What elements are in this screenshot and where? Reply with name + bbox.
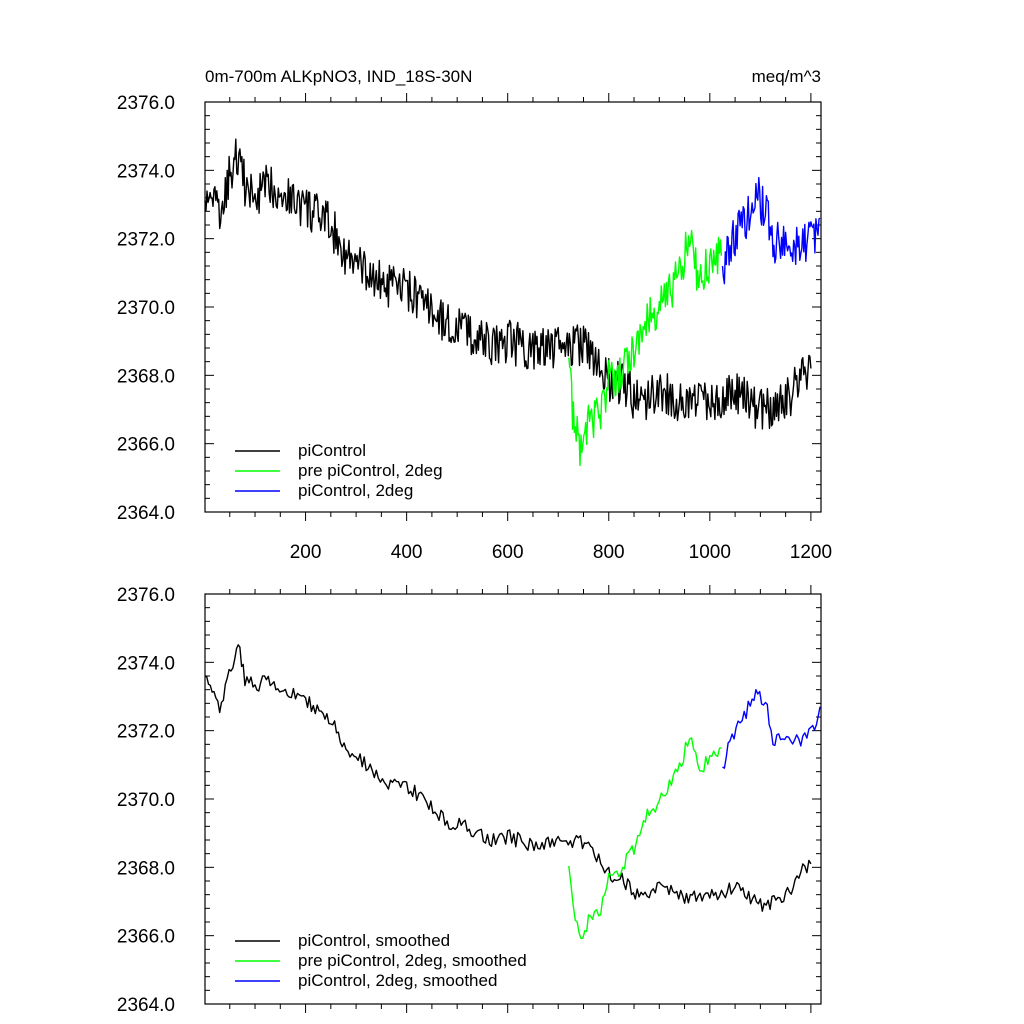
y-tick-label: 2366.0 [117,927,175,948]
axis-ticks [205,93,821,521]
x-tick-label: 1200 [790,542,832,563]
legend-label: pre piControl, 2deg, smoothed [298,951,527,970]
series-line [204,138,812,430]
x-tick-label: 600 [492,542,524,563]
y-tick-label: 2372.0 [117,230,175,251]
y-tick-label: 2368.0 [117,366,175,387]
y-axis-labels: 2364.0 2366.0 2368.0 2370.0 2372.0 2374.0 2376… [117,585,175,1016]
legend-label: piControl [298,441,366,460]
bottom-panel: 2364.0 2366.0 2368.0 2370.0 2372.0 2374.0 2376… [117,585,822,1016]
chart-title-left: 0m-700m ALKpNO3, IND_18S-30N [205,67,472,86]
legend-label: piControl, 2deg [298,481,413,500]
y-tick-label: 2366.0 [117,435,175,456]
y-tick-label: 2368.0 [117,858,175,879]
series-line [721,176,821,285]
x-tick-label: 400 [391,542,423,563]
y-tick-label: 2364.0 [117,503,175,524]
axis-ticks [205,585,821,1013]
x-tick-label: 200 [290,542,322,563]
y-tick-label: 2370.0 [117,298,175,319]
y-tick-label: 2374.0 [117,161,175,182]
x-axis-labels: 200 400 600 800 1000 1200 [290,542,832,563]
y-tick-label: 2372.0 [117,722,175,743]
series-lines [204,644,821,940]
y-tick-label: 2364.0 [117,995,175,1016]
legend-label: piControl, smoothed [298,931,450,950]
legend-label: piControl, 2deg, smoothed [298,971,497,990]
x-tick-label: 1000 [689,542,731,563]
y-tick-label: 2374.0 [117,653,175,674]
legend-label: pre piControl, 2deg [298,461,443,480]
chart-title-right: meq/m^3 [752,67,821,86]
y-tick-label: 2376.0 [117,585,175,606]
series-line [722,689,821,769]
y-tick-label: 2370.0 [117,790,175,811]
y-tick-label: 2376.0 [117,93,175,114]
series-line [568,737,722,940]
series-lines [204,138,821,467]
y-axis-labels: 2364.0 2366.0 2368.0 2370.0 2372.0 2374.0 2376… [117,93,175,524]
x-tick-label: 800 [593,542,625,563]
series-line [204,644,812,912]
top-panel: 0m-700m ALKpNO3, IND_18S-30N meq/m^3 236… [117,67,832,563]
series-line [568,229,723,467]
